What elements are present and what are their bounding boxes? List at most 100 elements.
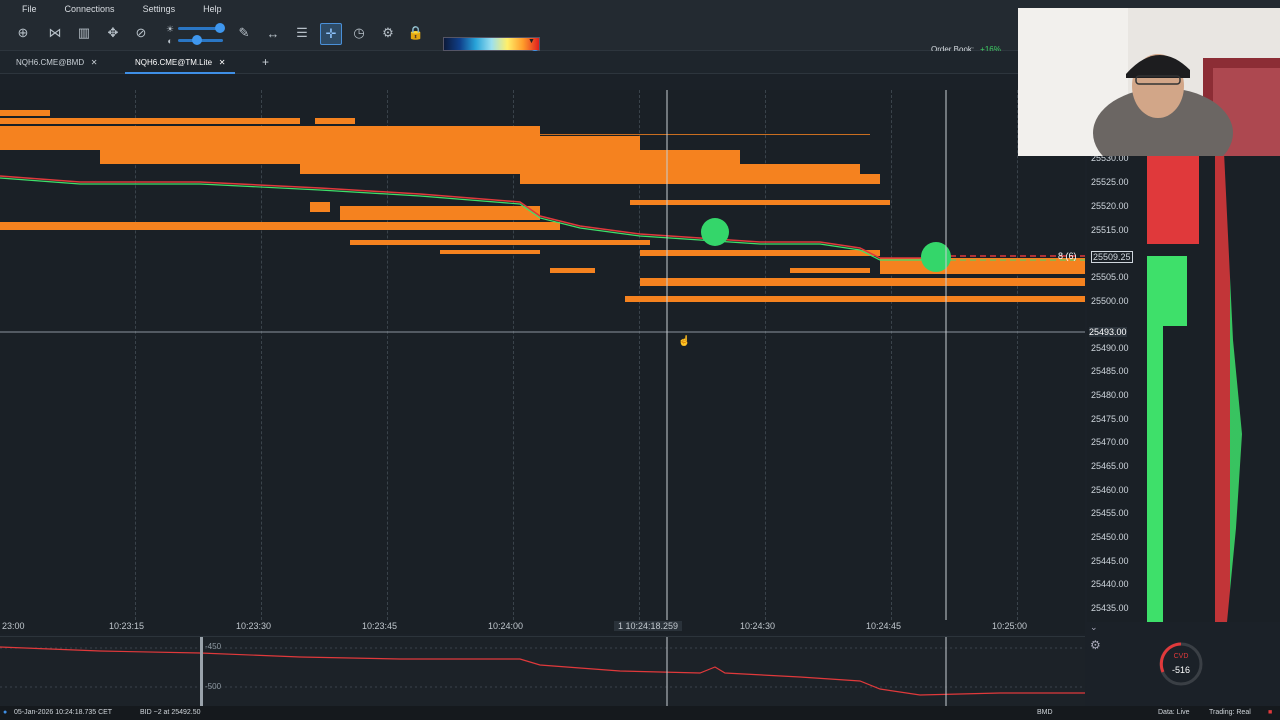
contrast-slider[interactable] [178,35,223,45]
price-level: 25460.00 [1091,485,1129,495]
time-axis: 23:00 10:23:15 10:23:30 10:23:45 10:24:0… [0,620,1085,634]
status-bar: ● 05-Jan-2026 10:24:18.735 CET BID ~2 at… [0,706,1280,720]
grid-line [387,90,389,620]
status-trading: Trading: Real [1209,709,1251,716]
price-level: 25515.00 [1091,225,1129,235]
menu-connections[interactable]: Connections [64,3,115,14]
order-book-value: +16% [980,45,1001,54]
sun-icon: ☀ [165,23,175,34]
time-label: 10:24:00 [488,621,524,631]
price-level: 25490.00 [1091,343,1129,353]
lock-icon[interactable]: 🔒 [407,25,425,40]
time-label: 23:00 [2,621,25,631]
tab-nqh6-tm-lite[interactable]: NQH6.CME@TM.Lite ✕ [124,58,236,74]
menu-settings[interactable]: Settings [142,3,176,14]
price-level: 25500.00 [1091,296,1129,306]
order-book-label: Order Book: [931,45,975,54]
cvd-ring-icon [1159,642,1203,686]
price-level: 25505.00 [1091,272,1129,282]
price-level: 25470.00 [1091,437,1129,447]
contrast-icon: ◐ [167,36,173,46]
ask-volume-bars [1147,152,1199,244]
alert-icon[interactable]: ■ [1268,709,1273,716]
time-cursor-label: 1 10:24:18.259 [614,621,683,631]
menu-bar: File Connections Settings Help [0,0,1280,17]
cvd-value: -516 [1171,665,1190,675]
price-level: 25435.00 [1091,603,1129,613]
cursor-price: 25493.00 [1089,327,1127,337]
close-icon[interactable]: ✕ [218,58,226,67]
grid-line [891,90,893,620]
tab-bar: NQH6.CME@BMD ✕ NQH6.CME@TM.Lite ✕ + [0,51,1018,74]
share-icon[interactable]: ⋈ [48,25,62,40]
price-level: 25440.00 [1091,579,1129,589]
strategy-icon[interactable]: ⚙ [382,25,394,40]
comment-icon[interactable]: ☰ [296,25,308,40]
price-level: 25455.00 [1091,508,1129,518]
gradient-dropdown-icon[interactable]: ▼ [528,38,535,45]
add-tab-button[interactable]: + [262,55,270,69]
menu-file[interactable]: File [22,3,37,14]
cvd-gauge: CVD -516 [1157,640,1205,688]
indicator-level-label: -500 [205,682,222,691]
indicator-level-label: -450 [205,642,222,651]
tab-label: NQH6.CME@BMD [16,58,85,67]
status-dot-icon: ● [3,709,8,716]
heatmap-color-picker[interactable] [443,37,540,51]
price-level: 25485.00 [1091,366,1129,376]
grid-line [135,90,137,620]
status-time: 05-Jan-2026 10:24:18.735 CET [14,709,113,716]
indicator-chart [0,637,1085,707]
bid-volume-bars [1147,326,1163,622]
price-level: 25480.00 [1091,390,1129,400]
ladder-collapse-icon[interactable]: ⌄ [1090,622,1098,632]
mouse-cursor: ☝ [678,336,691,347]
cvd-label: CVD [1173,653,1189,660]
move-icon[interactable]: ✥ [107,25,119,40]
grid-line [513,90,515,620]
crosshair-add-icon[interactable]: ⊕ [17,25,29,40]
last-trade-label: 8 (6) [1058,251,1077,261]
time-label: 10:23:30 [236,621,272,631]
price-level: 25465.00 [1091,461,1129,471]
time-label: 10:25:00 [992,621,1028,631]
price-level: 25525.00 [1091,177,1129,187]
chart-bars-icon[interactable]: ▥ [77,25,91,40]
menu-help[interactable]: Help [203,3,222,14]
price-level: 25530.00 [1091,153,1129,163]
indicator-panel[interactable]: -450 -500 [0,636,1085,707]
price-level: 25520.00 [1091,201,1129,211]
webcam-overlay [1018,8,1280,156]
time-label: 10:24:30 [740,621,776,631]
volume-profile [1215,152,1242,622]
cursor-cross-icon[interactable]: ✛ [320,23,342,45]
clock-icon[interactable]: ◷ [353,25,365,40]
grid-line [765,90,767,620]
order-book-indicator: Order Book: +16% [931,45,1001,54]
close-icon[interactable]: ✕ [90,58,98,67]
grid-line [1017,90,1019,620]
time-label: 10:24:45 [866,621,902,631]
presenter-video [1018,8,1280,156]
bid-volume-bars [1147,256,1187,326]
heatmap-chart[interactable]: 8 (6) ▷| ☝ [0,90,1085,620]
time-label: 10:23:15 [109,621,145,631]
price-level: 25445.00 [1091,556,1129,566]
grid-line [639,90,641,620]
settings-gear-icon[interactable]: ⚙ [1090,638,1101,652]
measure-icon[interactable]: ↔ [266,25,280,41]
brush-icon[interactable]: ✎ [238,25,250,40]
brightness-slider[interactable] [178,23,225,33]
price-level: 25450.00 [1091,532,1129,542]
link-icon[interactable]: ⊘ [135,25,147,40]
heatmap-layer [0,90,1085,620]
tab-nqh6-bmd[interactable]: NQH6.CME@BMD ✕ [16,58,98,67]
grid-line [261,90,263,620]
status-data: Data: Live [1158,709,1190,716]
current-price: 25509.25 [1091,251,1133,263]
time-label: 10:23:45 [362,621,398,631]
price-level: 25475.00 [1091,414,1129,424]
tab-label: NQH6.CME@TM.Lite [135,58,213,67]
status-connection[interactable]: BMD [1037,709,1053,716]
price-ladder[interactable]: 25530.00 25525.00 25520.00 25515.00 2550… [1087,152,1280,622]
